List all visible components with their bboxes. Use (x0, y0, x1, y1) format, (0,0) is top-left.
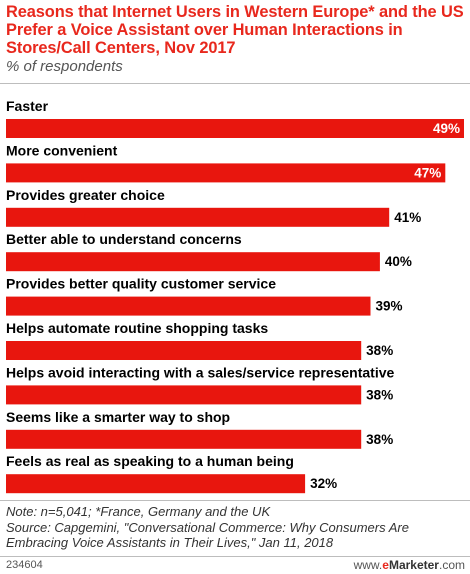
category-label: Helps automate routine shopping tasks (6, 320, 268, 336)
bar (6, 163, 446, 183)
category-label: Provides better quality customer service (6, 276, 276, 292)
chart-id: 234604 (6, 559, 43, 571)
value-label: 41% (394, 210, 421, 225)
value-label: 40% (385, 254, 412, 269)
bar (6, 296, 371, 316)
bar-chart: Faster 49% More convenient 47% Provides grea… (6, 98, 464, 494)
category-label: Provides greater choice (6, 187, 165, 203)
category-label: Faster (6, 98, 49, 114)
bar (6, 207, 390, 227)
bottom-divider (0, 556, 470, 557)
brand-name: Marketer (388, 558, 439, 572)
emarketer-brand[interactable]: www.eMarketer.com (354, 558, 465, 572)
value-label: 38% (366, 387, 393, 402)
bar (6, 252, 380, 272)
value-label: 38% (366, 343, 393, 358)
bar (6, 429, 362, 449)
bar (6, 474, 306, 494)
brand-prefix: www. (353, 558, 383, 572)
source-line-continued: Embracing Voice Assistants in Their Live… (6, 535, 334, 550)
category-label: Helps avoid interacting with a sales/ser… (6, 364, 394, 380)
chart-notes: Note: n=5,041; *France, Germany and the … (6, 504, 468, 551)
category-label: Feels as real as speaking to a human bei… (6, 453, 294, 469)
note-line: Note: n=5,041; *France, Germany and the … (6, 504, 271, 519)
bar (6, 119, 464, 138)
value-label: 47% (414, 165, 441, 180)
footer-divider (0, 500, 470, 501)
value-label: 39% (376, 299, 403, 314)
brand-e: e (382, 558, 389, 572)
category-label: More convenient (6, 142, 118, 158)
category-label: Seems like a smarter way to shop (6, 409, 230, 425)
chart-title: Reasons that Internet Users in Western E… (6, 3, 464, 57)
value-label: 32% (310, 476, 337, 491)
source-line: Source: Capgemini, "Conversational Comme… (6, 519, 409, 535)
value-label: 38% (366, 432, 393, 447)
bar (6, 385, 362, 405)
brand-suffix: .com (438, 558, 465, 572)
chart-subtitle: % of respondents (6, 58, 123, 75)
bar (6, 341, 362, 360)
top-divider (0, 83, 470, 84)
value-label: 49% (433, 121, 460, 136)
category-label: Better able to understand concerns (6, 231, 242, 247)
